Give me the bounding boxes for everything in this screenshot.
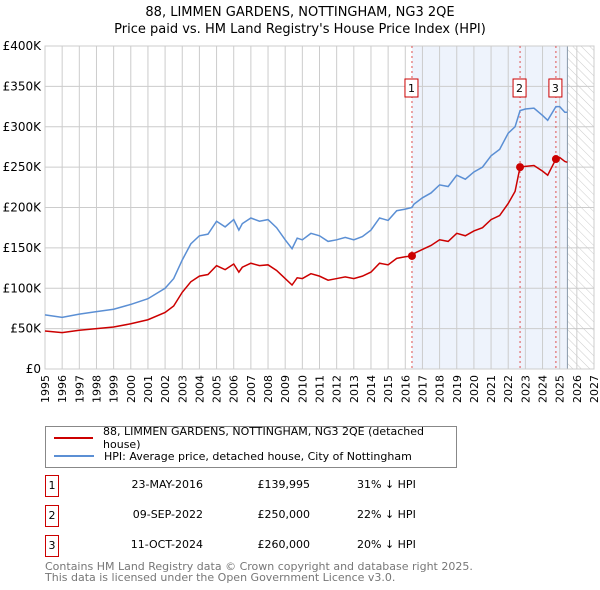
y-tick-label: £250K — [3, 160, 43, 174]
x-tick-label: 1999 — [108, 375, 121, 403]
x-tick-label: 2021 — [485, 375, 498, 403]
y-tick-label: £50K — [10, 322, 42, 336]
x-tick-label: 1998 — [90, 375, 103, 403]
x-tick-label: 2018 — [434, 375, 447, 403]
legend-swatch-hpi — [54, 455, 94, 457]
x-tick-label: 2016 — [399, 375, 412, 403]
sale-label-box — [512, 78, 527, 98]
plot-border — [44, 45, 595, 370]
x-tick-label: 2005 — [211, 375, 224, 403]
legend-item-property: 88, LIMMEN GARDENS, NOTTINGHAM, NG3 2QE … — [54, 425, 456, 451]
y-tick-label: £150K — [3, 241, 43, 255]
legend-label: 88, LIMMEN GARDENS, NOTTINGHAM, NG3 2QE … — [103, 425, 424, 451]
x-tick-label: 2014 — [365, 375, 378, 403]
x-tick-label: 2008 — [262, 375, 275, 403]
x-tick-label: 2011 — [314, 375, 327, 403]
sale-marker-box: 1 — [45, 475, 59, 497]
y-tick-label: £400K — [3, 39, 43, 53]
x-tick-label: 2019 — [451, 375, 464, 403]
series-line — [44, 156, 568, 334]
sale-marker-box: 2 — [45, 505, 59, 527]
sale-date: 09-SEP-2022 — [132, 508, 203, 521]
footer-licence: This data is licensed under the Open Gov… — [45, 571, 396, 584]
x-tick-label: 2025 — [554, 375, 567, 403]
sale-price: £139,995 — [257, 478, 311, 491]
y-tick-label: £300K — [3, 120, 43, 134]
x-tick-label: 2022 — [502, 375, 515, 403]
x-tick-label: 2020 — [468, 375, 481, 403]
x-tick-label: 2006 — [228, 375, 241, 403]
x-tick-label: 1995 — [39, 375, 52, 403]
sale-label: 2 — [516, 82, 523, 95]
x-tick-label: 2017 — [416, 375, 429, 403]
chart-subtitle: Price paid vs. HM Land Registry's House … — [114, 22, 486, 37]
sale-hpi-diff: 22% ↓ HPI — [357, 508, 416, 521]
x-tick-label: 2003 — [176, 375, 189, 403]
x-tick-label: 2004 — [193, 375, 206, 403]
x-tick-label: 2002 — [159, 375, 172, 403]
sale-label-box — [404, 78, 419, 98]
x-tick-label: 2012 — [331, 375, 344, 403]
x-tick-label: 2023 — [519, 375, 532, 403]
x-tick-label: 2027 — [588, 375, 600, 403]
sale-point — [516, 163, 525, 172]
sale-date: 23-MAY-2016 — [131, 478, 203, 491]
series-line — [44, 105, 568, 319]
legend-label: HPI: Average price, detached house, City… — [104, 449, 412, 463]
sale-hpi-diff: 20% ↓ HPI — [357, 538, 416, 551]
x-tick-label: 2009 — [279, 375, 292, 403]
legend-item-hpi: HPI: Average price, detached house, City… — [54, 448, 412, 464]
sale-date: 11-OCT-2024 — [130, 538, 203, 551]
sale-label-box — [548, 78, 563, 98]
sale-label: 1 — [408, 82, 415, 95]
sale-hpi-diff: 31% ↓ HPI — [357, 478, 416, 491]
x-tick-label: 2026 — [571, 375, 584, 403]
x-tick-label: 1996 — [56, 375, 69, 403]
sale-price: £260,000 — [257, 538, 311, 551]
y-tick-label: £100K — [3, 281, 43, 295]
sale-label: 3 — [552, 82, 559, 95]
plot-area: 1995 1996 1997 1998 1999 2000 2001 2002 2003 2004… — [3, 39, 600, 403]
y-tick-label: £0 — [26, 362, 41, 376]
chart-title: 88, LIMMEN GARDENS, NOTTINGHAM, NG3 2QE — [145, 5, 455, 20]
sale-marker-box: 3 — [45, 535, 59, 557]
y-tick-label: £350K — [3, 79, 43, 93]
x-tick-label: 2007 — [245, 375, 258, 403]
x-tick-label: 2001 — [142, 375, 155, 403]
y-tick-label: £200K — [3, 201, 43, 215]
x-tick-label: 2010 — [296, 375, 309, 403]
sale-point — [407, 251, 416, 260]
x-tick-label: 1997 — [73, 375, 86, 403]
x-tick-label: 2024 — [537, 375, 550, 403]
x-tick-label: 2000 — [125, 375, 138, 403]
sale-point — [551, 155, 560, 164]
sale-price: £250,000 — [257, 508, 311, 521]
footer-copyright: Contains HM Land Registry data © Crown c… — [45, 560, 473, 573]
legend: 88, LIMMEN GARDENS, NOTTINGHAM, NG3 2QE … — [45, 425, 457, 468]
x-tick-label: 2015 — [382, 375, 395, 403]
legend-swatch-property — [54, 437, 94, 439]
x-tick-label: 2013 — [348, 375, 361, 403]
